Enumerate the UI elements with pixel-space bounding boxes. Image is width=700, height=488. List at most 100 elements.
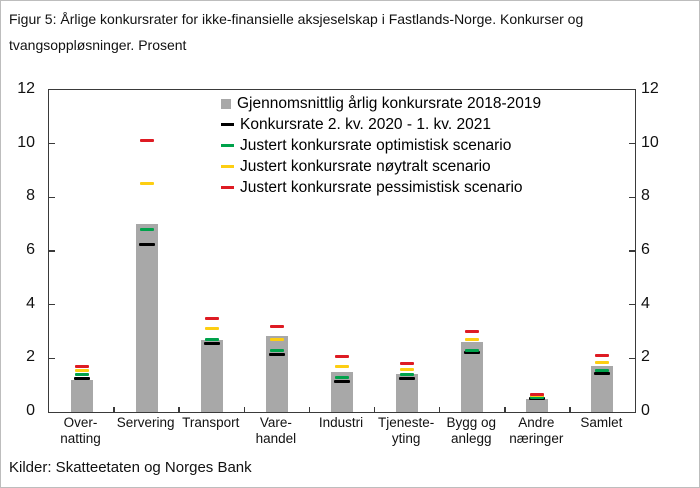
legend-row-1: Konkursrate 2. kv. 2020 - 1. kv. 2021 bbox=[221, 114, 541, 135]
bar-tjenesteyting bbox=[396, 374, 419, 412]
figure-title-line-2: tvangsoppløsninger. Prosent bbox=[9, 37, 187, 53]
x-axis-label-samlet: Samlet bbox=[563, 415, 640, 431]
x-axis-label-varehandel: Vare-handel bbox=[237, 415, 314, 447]
marker-series4-industri bbox=[335, 355, 349, 359]
marker-series2-transport bbox=[204, 338, 219, 342]
marker-series1-industri bbox=[334, 379, 350, 383]
marker-series2-andre-næringer bbox=[530, 395, 545, 399]
x-tick-boundary-3 bbox=[243, 407, 246, 412]
x-axis-label-line: Over- bbox=[63, 415, 98, 430]
marker-series1-tjenesteyting bbox=[399, 376, 416, 380]
x-tick-boundary-6 bbox=[438, 407, 441, 412]
y-tick-right-8 bbox=[629, 196, 635, 199]
y-tick-right-6 bbox=[629, 250, 635, 252]
marker-series1-bygg-og-anlegg bbox=[464, 351, 481, 355]
plot-area bbox=[48, 89, 636, 413]
bar-varehandel bbox=[265, 335, 288, 412]
y-axis-label-right-0: 0 bbox=[641, 402, 650, 419]
x-axis-label-line: Samlet bbox=[580, 415, 623, 430]
x-tick-boundary-1 bbox=[113, 407, 115, 412]
figure-title-line-1: Figur 5: Årlige konkursrater for ikke-fi… bbox=[9, 11, 584, 27]
x-axis-label-line: yting bbox=[391, 431, 421, 446]
x-tick-boundary-5 bbox=[373, 407, 376, 412]
marker-series1-samlet bbox=[594, 371, 611, 375]
marker-series3-varehandel bbox=[269, 338, 284, 342]
y-axis-label-left-12: 12 bbox=[17, 80, 35, 97]
marker-series1-servering bbox=[138, 242, 155, 246]
x-axis-label-bygg-og-anlegg: Bygg og anlegg bbox=[433, 415, 510, 447]
x-axis-label-andre-næringer: Andre næringer bbox=[498, 415, 575, 447]
y-axis-label-right-10: 10 bbox=[641, 133, 659, 151]
x-tick-boundary-4 bbox=[308, 407, 311, 412]
legend-dash-icon bbox=[221, 186, 234, 189]
y-axis-label-right-8: 8 bbox=[641, 187, 650, 205]
bar-samlet bbox=[591, 366, 614, 412]
x-axis-label-servering: Servering bbox=[107, 415, 184, 431]
marker-series4-transport bbox=[204, 316, 219, 320]
y-axis-label-right-6: 6 bbox=[641, 241, 650, 258]
source-note: Kilder: Skatteetaten og Norges Bank bbox=[9, 459, 252, 476]
bar-transport bbox=[200, 339, 223, 412]
legend-label-2: Justert konkursrate optimistisk scenario bbox=[240, 136, 512, 154]
y-tick-left-10 bbox=[49, 142, 55, 145]
legend-dash-icon bbox=[221, 165, 234, 168]
marker-series4-bygg-og-anlegg bbox=[465, 330, 480, 333]
chart-legend: Gjennomsnittlig årlig konkursrate 2018-2… bbox=[221, 93, 541, 198]
x-axis-label-tjenesteyting: Tjeneste-yting bbox=[368, 415, 445, 447]
marker-series1-varehandel bbox=[268, 352, 285, 356]
marker-series3-industri bbox=[335, 364, 349, 368]
legend-dash-icon bbox=[221, 144, 234, 147]
marker-series4-andre-næringer bbox=[530, 393, 545, 397]
marker-series3-overnatting bbox=[74, 368, 89, 372]
marker-series3-tjenesteyting bbox=[400, 367, 415, 371]
legend-row-0: Gjennomsnittlig årlig konkursrate 2018-2… bbox=[221, 93, 541, 114]
x-axis-label-overnatting: Over-natting bbox=[42, 415, 119, 447]
x-axis-label-line: Transport bbox=[182, 415, 240, 430]
y-axis-label-right-2: 2 bbox=[641, 348, 650, 366]
y-tick-right-2 bbox=[629, 357, 635, 360]
marker-series4-varehandel bbox=[269, 324, 284, 328]
x-axis-label-line: Bygg og bbox=[446, 415, 496, 430]
marker-series2-varehandel bbox=[269, 348, 284, 352]
x-axis-label-line: natting bbox=[60, 431, 101, 446]
legend-swatch-icon bbox=[221, 98, 231, 109]
y-axis-label-left-8: 8 bbox=[26, 187, 35, 205]
legend-label-1: Konkursrate 2. kv. 2020 - 1. kv. 2021 bbox=[240, 115, 492, 133]
x-tick-boundary-7 bbox=[504, 407, 506, 412]
x-axis-label-industri: Industri bbox=[302, 415, 379, 431]
marker-series3-transport bbox=[204, 327, 219, 331]
figure-title: Figur 5: Årlige konkursrater for ikke-fi… bbox=[9, 6, 697, 58]
y-tick-left-4 bbox=[49, 303, 55, 306]
marker-series2-bygg-og-anlegg bbox=[465, 348, 480, 352]
bar-overnatting bbox=[70, 379, 93, 412]
x-axis-label-line: Tjeneste- bbox=[377, 415, 435, 430]
x-axis-label-line: næringer bbox=[509, 431, 564, 446]
marker-series4-servering bbox=[139, 139, 154, 143]
legend-row-4: Justert konkursrate pessimistisk scenari… bbox=[221, 177, 541, 198]
marker-series2-tjenesteyting bbox=[400, 372, 415, 376]
y-tick-left-6 bbox=[49, 250, 55, 252]
marker-series4-samlet bbox=[595, 354, 610, 358]
y-axis-label-right-12: 12 bbox=[641, 80, 659, 97]
marker-series3-bygg-og-anlegg bbox=[465, 338, 480, 342]
marker-series1-transport bbox=[203, 342, 220, 346]
legend-row-3: Justert konkursrate nøytralt scenario bbox=[221, 156, 541, 177]
x-axis-label-line: Industri bbox=[318, 415, 364, 430]
x-axis-label-line: anlegg bbox=[450, 431, 492, 446]
marker-series4-overnatting bbox=[74, 364, 89, 368]
x-axis-label-line: Vare- bbox=[259, 415, 292, 430]
x-tick-boundary-2 bbox=[178, 407, 180, 412]
x-axis-label-line: Servering bbox=[116, 415, 175, 430]
legend-label-4: Justert konkursrate pessimistisk scenari… bbox=[240, 178, 523, 196]
marker-series2-industri bbox=[335, 375, 349, 379]
y-axis-label-left-10: 10 bbox=[17, 133, 35, 151]
y-tick-right-10 bbox=[629, 142, 635, 145]
y-axis-label-left-0: 0 bbox=[26, 402, 35, 419]
y-tick-left-8 bbox=[49, 196, 55, 199]
y-axis-label-left-2: 2 bbox=[26, 348, 35, 366]
marker-series3-servering bbox=[139, 182, 154, 186]
marker-series4-tjenesteyting bbox=[400, 362, 415, 366]
legend-label-0: Gjennomsnittlig årlig konkursrate 2018-2… bbox=[237, 94, 542, 112]
bar-servering bbox=[135, 224, 158, 412]
